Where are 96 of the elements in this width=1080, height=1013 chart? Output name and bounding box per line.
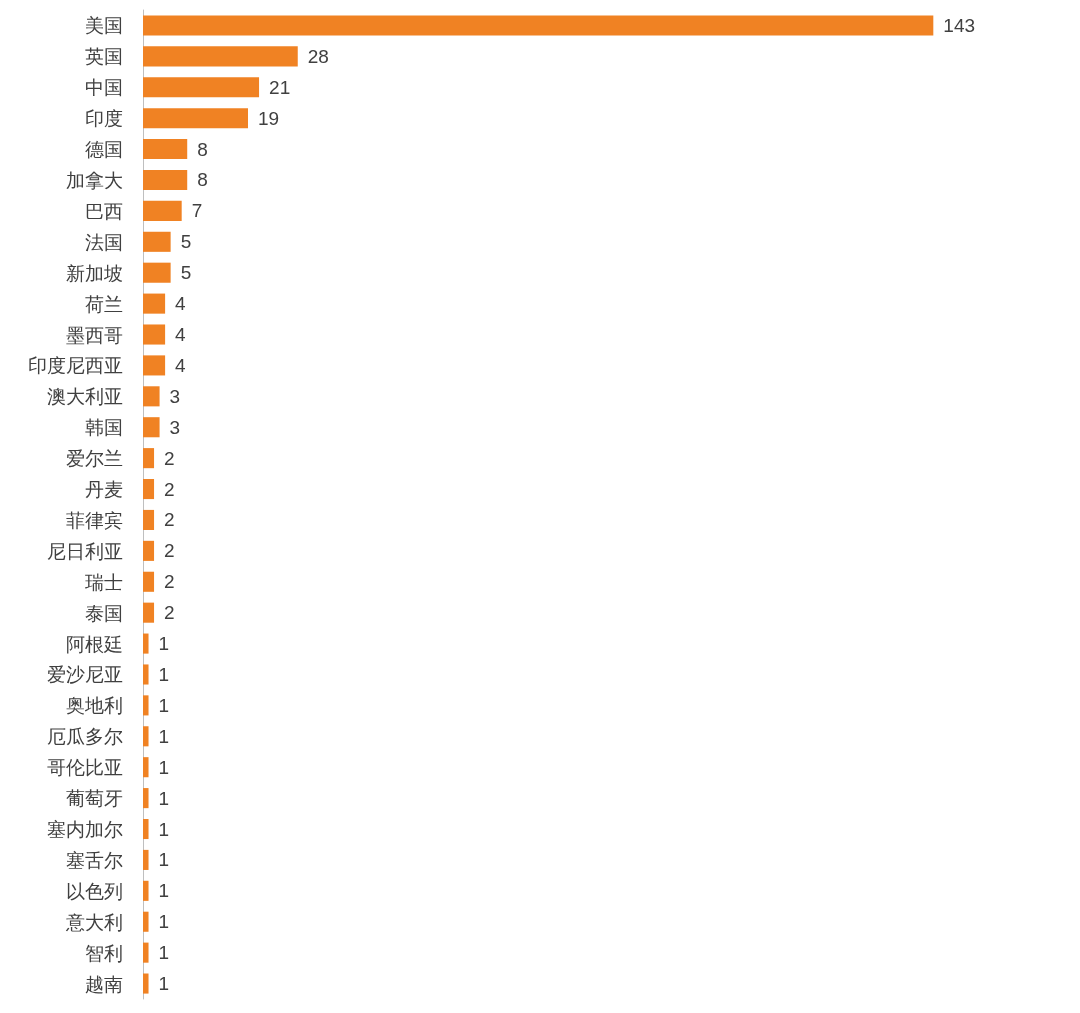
data-label: 1 bbox=[158, 880, 170, 902]
data-label: 2 bbox=[164, 571, 175, 593]
bar bbox=[143, 355, 166, 376]
bar bbox=[143, 911, 149, 932]
data-label: 28 bbox=[307, 45, 329, 67]
bar bbox=[143, 973, 149, 994]
bar bbox=[143, 664, 149, 685]
bar bbox=[143, 77, 260, 98]
bar bbox=[143, 200, 182, 221]
data-label: 4 bbox=[175, 293, 187, 315]
data-label: 1 bbox=[158, 756, 170, 778]
data-label: 1 bbox=[158, 725, 170, 747]
y-tick-label: 法国 bbox=[85, 230, 123, 253]
data-label: 1 bbox=[158, 663, 170, 685]
data-label: 4 bbox=[175, 324, 187, 346]
y-tick-label: 厄瓜多尔 bbox=[47, 725, 123, 748]
data-label: 143 bbox=[943, 14, 976, 36]
data-label: 5 bbox=[180, 262, 192, 284]
y-tick-label: 新加坡 bbox=[66, 261, 123, 284]
bar bbox=[143, 757, 149, 778]
y-tick-label: 尼日利亚 bbox=[47, 539, 123, 562]
bar bbox=[143, 818, 149, 840]
bar bbox=[143, 46, 298, 67]
y-tick-label: 英国 bbox=[85, 45, 123, 68]
bar bbox=[143, 15, 934, 36]
data-label: 2 bbox=[164, 478, 175, 500]
y-tick-label: 瑞士 bbox=[85, 570, 123, 593]
bar bbox=[143, 602, 155, 623]
data-label: 1 bbox=[158, 911, 170, 933]
data-label: 8 bbox=[197, 169, 208, 191]
data-label: 4 bbox=[175, 354, 187, 376]
bar bbox=[143, 417, 160, 438]
y-tick-label: 越南 bbox=[85, 972, 123, 995]
data-label: 2 bbox=[164, 540, 175, 562]
data-label: 1 bbox=[158, 818, 170, 840]
bar bbox=[143, 880, 149, 901]
bar bbox=[143, 386, 160, 407]
bar bbox=[143, 726, 149, 747]
y-tick-label: 中国 bbox=[85, 76, 123, 99]
data-label: 2 bbox=[164, 509, 175, 531]
bar bbox=[143, 479, 155, 500]
bar bbox=[143, 139, 188, 160]
data-label: 1 bbox=[158, 633, 170, 655]
data-label: 3 bbox=[169, 385, 181, 407]
y-tick-label: 菲律宾 bbox=[66, 508, 123, 531]
y-tick-label: 德国 bbox=[85, 138, 123, 161]
y-tick-label: 美国 bbox=[85, 14, 123, 37]
data-label: 1 bbox=[158, 973, 170, 995]
y-tick-label: 奥地利 bbox=[66, 694, 123, 717]
data-label: 1 bbox=[158, 849, 170, 871]
bar bbox=[143, 262, 171, 283]
data-label: 5 bbox=[180, 231, 192, 253]
y-tick-label: 智利 bbox=[85, 941, 123, 964]
bar bbox=[143, 571, 155, 592]
y-tick-label: 澳大利亚 bbox=[47, 385, 123, 408]
y-tick-label: 泰国 bbox=[85, 601, 123, 624]
data-label: 19 bbox=[258, 107, 280, 129]
y-tick-label: 爱沙尼亚 bbox=[47, 663, 123, 686]
bar bbox=[143, 540, 155, 561]
y-tick-label: 塞舌尔 bbox=[66, 848, 123, 871]
y-tick-label: 意大利 bbox=[65, 910, 123, 933]
bar bbox=[143, 849, 149, 870]
y-tick-label: 塞内加尔 bbox=[47, 818, 123, 841]
bar bbox=[143, 695, 149, 716]
bar bbox=[143, 324, 166, 345]
data-label: 8 bbox=[197, 138, 208, 160]
y-tick-label: 爱尔兰 bbox=[66, 447, 123, 470]
data-label: 3 bbox=[169, 416, 181, 438]
bar bbox=[143, 633, 149, 654]
data-label: 7 bbox=[191, 200, 203, 222]
bar bbox=[143, 448, 155, 469]
y-tick-label: 葡萄牙 bbox=[66, 787, 123, 810]
y-tick-label: 加拿大 bbox=[66, 168, 123, 191]
data-label: 1 bbox=[158, 694, 170, 716]
y-tick-label: 以色列 bbox=[66, 879, 123, 902]
data-label: 2 bbox=[164, 602, 175, 624]
data-label: 1 bbox=[158, 942, 170, 964]
bar bbox=[143, 942, 149, 963]
bar bbox=[143, 108, 249, 129]
data-label: 21 bbox=[269, 76, 291, 98]
bar bbox=[143, 509, 155, 530]
bar bbox=[143, 788, 149, 809]
bar bbox=[143, 293, 166, 314]
y-tick-label: 印度尼西亚 bbox=[28, 354, 123, 377]
y-tick-label: 墨西哥 bbox=[66, 323, 123, 346]
y-tick-label: 巴西 bbox=[85, 199, 123, 222]
y-tick-label: 韩国 bbox=[85, 416, 123, 439]
y-tick-label: 哥伦比亚 bbox=[47, 756, 123, 779]
y-tick-label: 荷兰 bbox=[85, 292, 123, 315]
data-label: 2 bbox=[164, 447, 175, 469]
data-label: 1 bbox=[158, 787, 170, 809]
y-tick-label: 阿根廷 bbox=[66, 632, 123, 655]
y-tick-label: 印度 bbox=[85, 107, 123, 130]
bar bbox=[143, 231, 171, 252]
y-tick-label: 丹麦 bbox=[85, 478, 123, 501]
bar bbox=[143, 169, 188, 191]
